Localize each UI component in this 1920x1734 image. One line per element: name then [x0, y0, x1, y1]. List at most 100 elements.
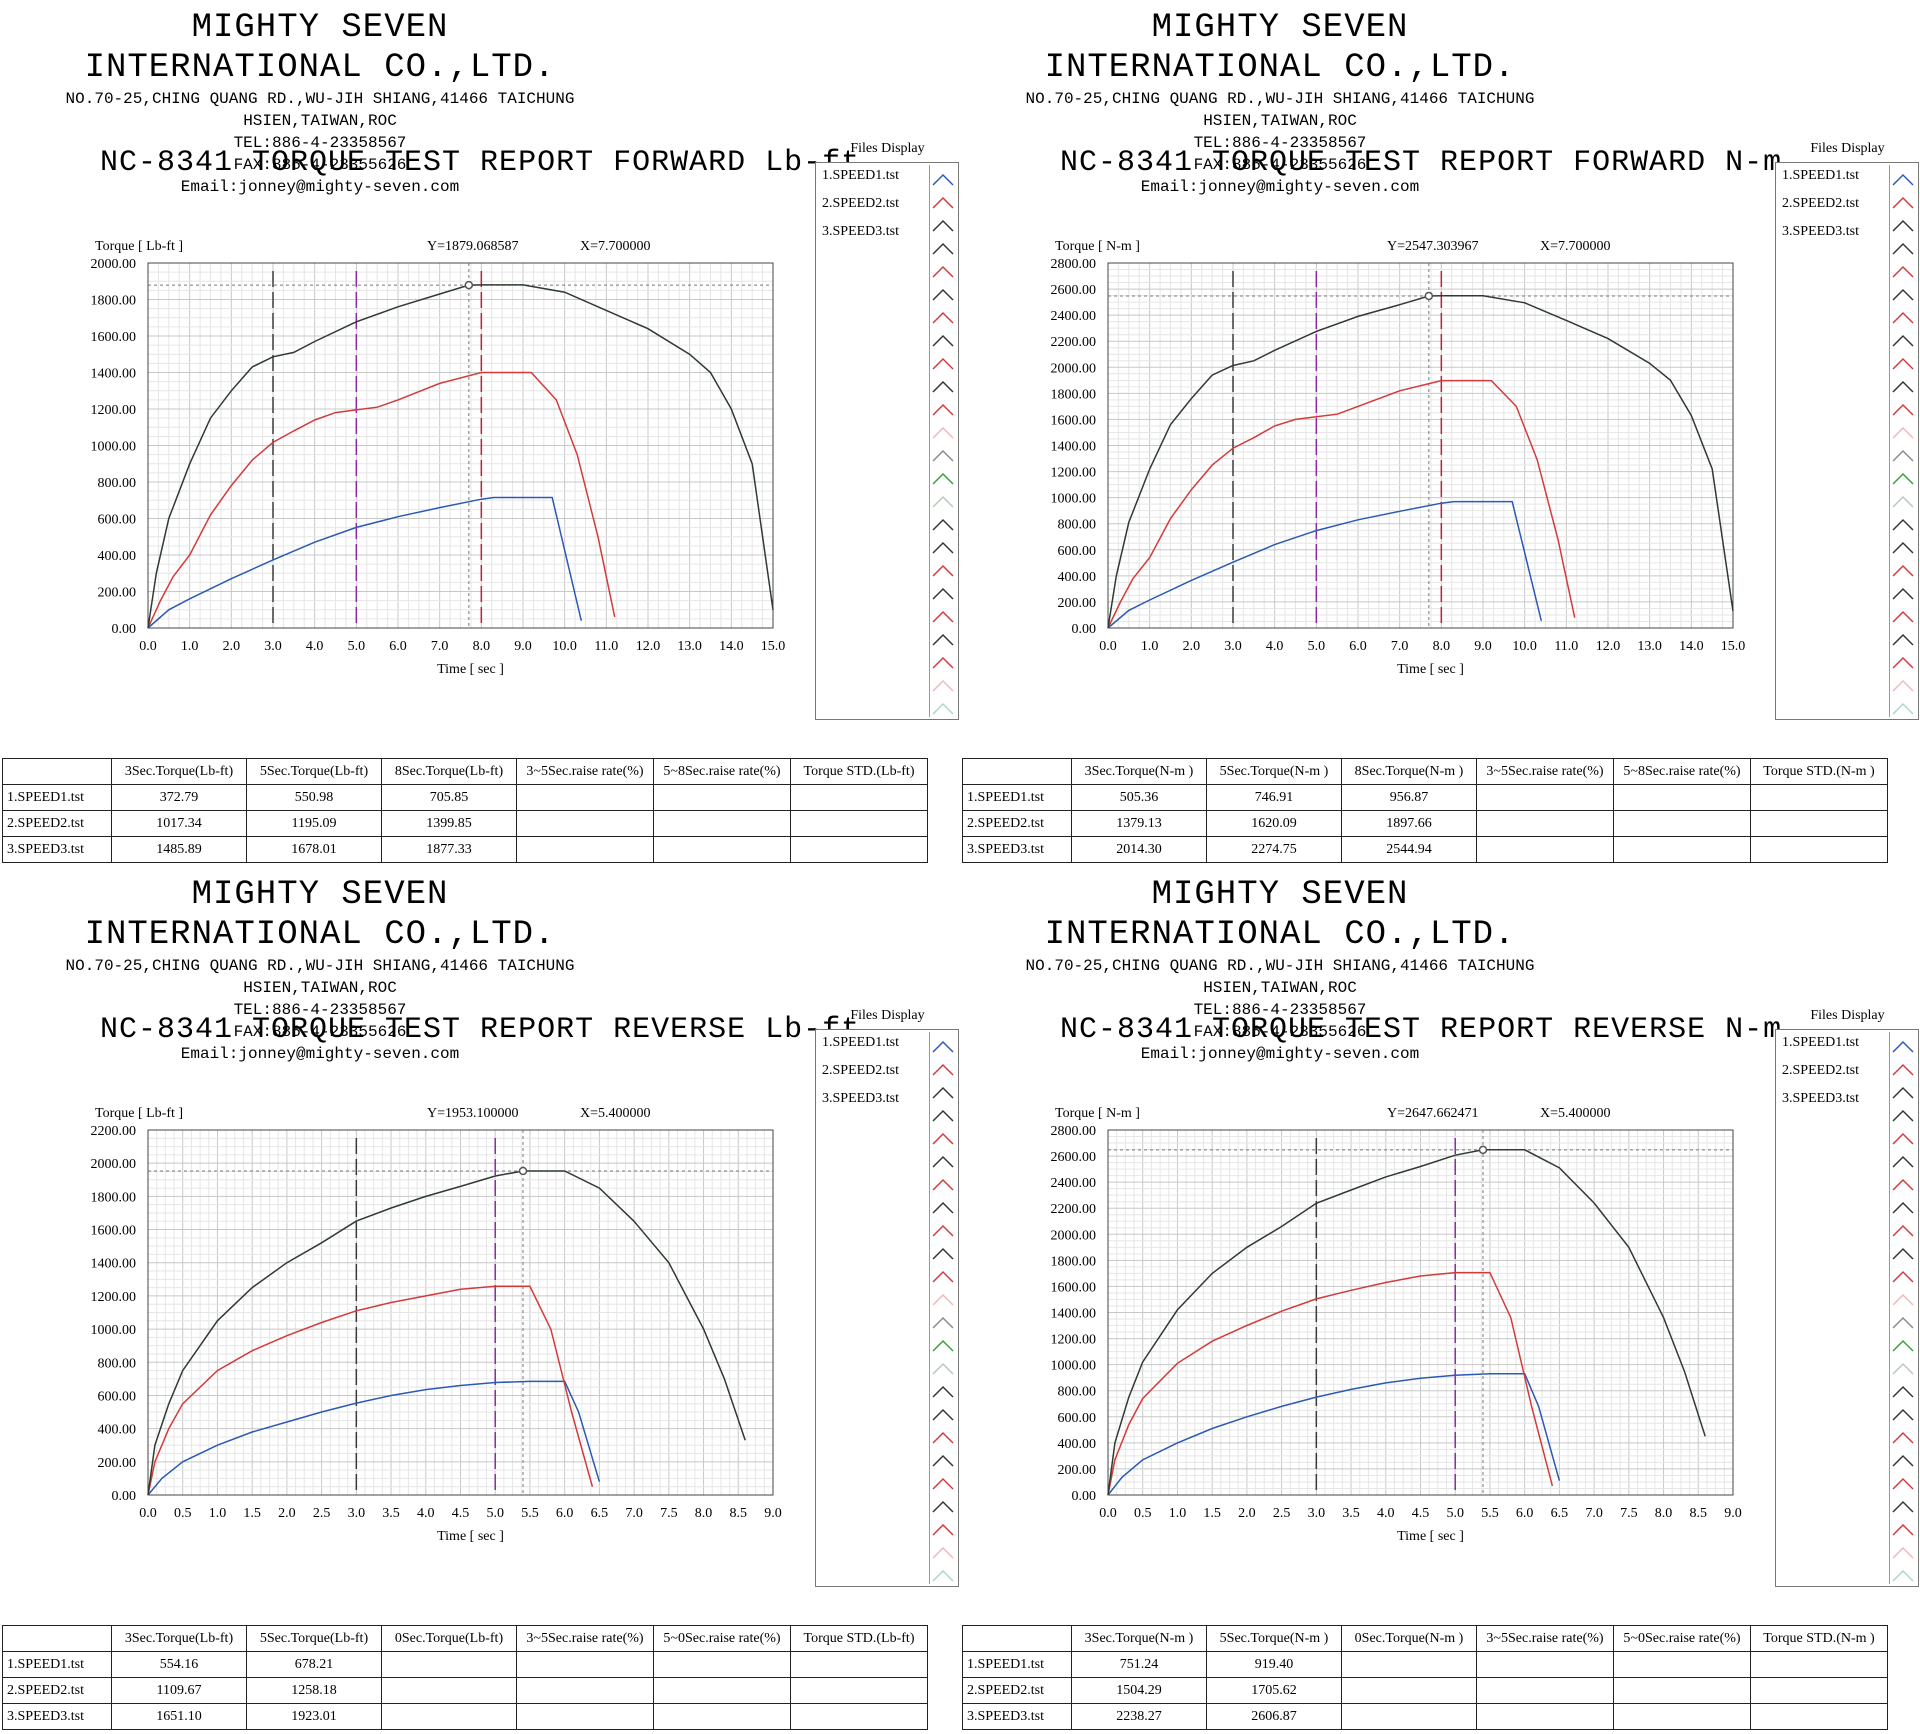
x-tick-label: 3.0 — [1308, 1506, 1326, 1521]
cursor-point[interactable] — [1478, 1145, 1488, 1155]
files-display-title: Files Display — [1810, 1008, 1885, 1023]
table-row: 3.SPEED3.tst 1651.10 1923.01 — [2, 1703, 928, 1730]
file-color-swatch — [932, 541, 954, 554]
files-scrollbar[interactable] — [1889, 1032, 1916, 1584]
table-row: 2.SPEED2.tst 1109.67 1258.18 — [2, 1677, 928, 1704]
company-fax: FAX:886-4-23355626 — [233, 1023, 407, 1041]
table-header-cell: 3Sec.Torque(N-m ) — [1071, 1625, 1207, 1652]
file-item-speed3[interactable]: 3.SPEED3.tst — [822, 1091, 900, 1106]
grid — [1107, 1129, 1734, 1496]
file-color-swatch — [1892, 1155, 1914, 1168]
company-fax: FAX:886-4-23355626 — [1193, 156, 1367, 174]
x-tick-label: 14.0 — [719, 639, 744, 654]
files-scrollbar[interactable] — [929, 165, 956, 717]
x-tick-label: 1.0 — [1141, 639, 1159, 654]
x-tick-label: 0.5 — [1134, 1506, 1152, 1521]
file-color-swatches — [932, 1040, 954, 1582]
y-tick-label: 2000.00 — [1051, 361, 1097, 376]
report-title: NC-8341 TORQUE TEST REPORT REVERSE Lb-ft — [100, 1013, 861, 1047]
table-header-cell: Torque STD.(Lb-ft) — [790, 1625, 928, 1652]
table-row-label: 1.SPEED1.tst — [2, 784, 112, 811]
y-tick-label: 0.00 — [112, 1489, 137, 1504]
table-cell — [516, 784, 654, 811]
table-cell — [1476, 784, 1614, 811]
table-cell — [1613, 1651, 1751, 1678]
torque-chart: 0.0 1.0 2.0 3.0 4.0 5.0 6.0 7.0 8.0 9.0 10.0 11.0 12… — [91, 239, 786, 677]
table-row-label: 1.SPEED1.tst — [962, 784, 1072, 811]
table-header-cell: 5Sec.Torque(Lb-ft) — [246, 758, 382, 785]
table-header-cell: 5Sec.Torque(Lb-ft) — [246, 1625, 382, 1652]
x-axis-label: Time [ sec ] — [437, 1529, 504, 1544]
table-row: 2.SPEED2.tst 1379.13 1620.09 1897.66 — [962, 810, 1888, 837]
table-row: 1.SPEED1.tst 505.36 746.91 956.87 — [962, 784, 1888, 811]
file-color-swatch — [932, 357, 954, 370]
results-table: 3Sec.Torque(Lb-ft) 5Sec.Torque(Lb-ft) 8Sec… — [2, 758, 928, 863]
table-cell — [1341, 1703, 1477, 1730]
file-color-swatch — [1892, 564, 1914, 577]
table-cell — [1476, 1677, 1614, 1704]
table-cell: 1017.34 — [111, 810, 247, 837]
y-tick-label: 0.00 — [1072, 622, 1097, 637]
x-tick-label: 9.0 — [1724, 1506, 1742, 1521]
file-item-speed3[interactable]: 3.SPEED3.tst — [822, 224, 900, 239]
file-item-speed1[interactable]: 1.SPEED1.tst — [1782, 1035, 1860, 1050]
y-axis-label: Torque [ N-m ] — [1055, 1106, 1140, 1121]
x-tick-label: 9.0 — [764, 1506, 782, 1521]
table-header-cell: 3Sec.Torque(Lb-ft) — [111, 1625, 247, 1652]
table-cell: 1399.85 — [381, 810, 517, 837]
table-cell: 678.21 — [246, 1651, 382, 1678]
company-header: MIGHTY SEVEN INTERNATIONAL CO.,LTD. NO.7… — [1020, 0, 1540, 198]
file-color-swatch — [932, 449, 954, 462]
x-tick-label: 4.0 — [417, 1506, 435, 1521]
table-cell: 554.16 — [111, 1651, 247, 1678]
file-color-swatch — [1892, 1063, 1914, 1076]
files-scrollbar[interactable] — [929, 1032, 956, 1584]
file-color-swatch — [1892, 1431, 1914, 1444]
table-cell — [516, 810, 654, 837]
file-color-swatch — [932, 1523, 954, 1536]
file-color-swatch — [1892, 1293, 1914, 1306]
file-item-speed1[interactable]: 1.SPEED1.tst — [822, 1035, 900, 1050]
file-color-swatch — [932, 1270, 954, 1283]
cursor-x-readout: X=5.400000 — [1540, 1106, 1611, 1121]
y-tick-label: 1200.00 — [1051, 466, 1097, 481]
file-color-swatch — [932, 1247, 954, 1260]
cursor-point[interactable] — [464, 280, 474, 290]
file-color-swatch — [1892, 702, 1914, 715]
table-cell — [653, 1703, 791, 1730]
file-item-speed2[interactable]: 2.SPEED2.tst — [822, 1063, 900, 1078]
x-tick-label: 4.0 — [1266, 639, 1284, 654]
x-tick-label: 8.0 — [1655, 1506, 1673, 1521]
series-line-speed1 — [147, 1380, 601, 1496]
file-color-swatch — [932, 1293, 954, 1306]
file-item-speed3[interactable]: 3.SPEED3.tst — [1782, 224, 1860, 239]
cursor-point[interactable] — [518, 1166, 528, 1176]
files-display-panel: Files Display 1.SPEED1.tst 2.SPEED2.tst … — [1775, 140, 1920, 720]
cursor-point[interactable] — [1424, 291, 1434, 301]
table-cell — [1750, 836, 1888, 863]
table-row: 3.SPEED3.tst 1485.89 1678.01 1877.33 — [2, 836, 928, 863]
file-item-speed1[interactable]: 1.SPEED1.tst — [822, 168, 900, 183]
file-color-swatches — [1892, 1040, 1914, 1582]
y-tick-label: 200.00 — [1058, 1463, 1097, 1478]
company-name: MIGHTY SEVEN INTERNATIONAL CO.,LTD. — [84, 876, 556, 954]
x-tick-label: 13.0 — [677, 639, 702, 654]
y-tick-label: 2800.00 — [1051, 1124, 1097, 1139]
company-tel: TEL:886-4-23358567 — [1193, 1001, 1367, 1019]
file-item-speed1[interactable]: 1.SPEED1.tst — [1782, 168, 1860, 183]
file-item-speed2[interactable]: 2.SPEED2.tst — [1782, 196, 1860, 211]
report-panel-forward-lbft: MIGHTY SEVEN INTERNATIONAL CO.,LTD. NO.7… — [0, 0, 960, 867]
y-tick-label: 1400.00 — [1051, 440, 1097, 455]
table-cell: 2238.27 — [1071, 1703, 1207, 1730]
file-color-swatch — [1892, 1201, 1914, 1214]
cursor-y-readout: Y=2647.662471 — [1387, 1106, 1479, 1121]
files-scrollbar[interactable] — [1889, 165, 1916, 717]
file-item-speed2[interactable]: 2.SPEED2.tst — [822, 196, 900, 211]
file-color-swatch — [1892, 1178, 1914, 1191]
file-item-speed3[interactable]: 3.SPEED3.tst — [1782, 1091, 1860, 1106]
file-color-swatch — [1892, 587, 1914, 600]
file-item-speed2[interactable]: 2.SPEED2.tst — [1782, 1063, 1860, 1078]
file-color-swatch — [1892, 173, 1914, 186]
y-tick-label: 1000.00 — [1051, 1359, 1097, 1374]
y-tick-label: 1800.00 — [91, 1190, 137, 1205]
